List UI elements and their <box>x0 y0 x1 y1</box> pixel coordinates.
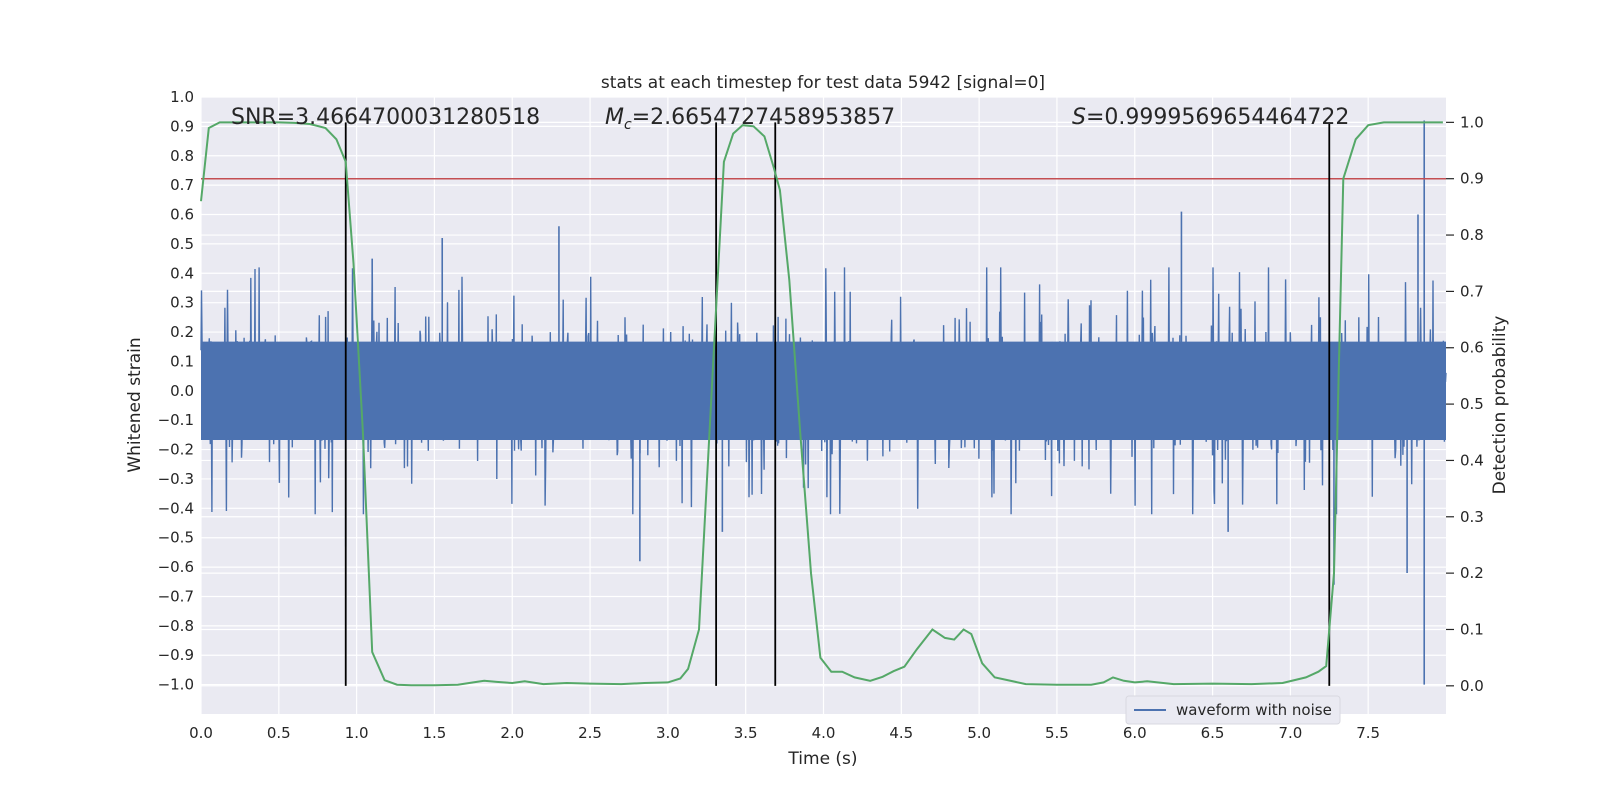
x-tick-label: 3.0 <box>656 724 680 742</box>
x-tick-label: 1.5 <box>423 724 447 742</box>
right-y-tick-label: 0.8 <box>1460 226 1484 244</box>
x-tick-label: 4.5 <box>889 724 913 742</box>
x-axis-label: Time (s) <box>787 749 857 769</box>
x-tick-label: 7.5 <box>1356 724 1380 742</box>
right-y-tick-label: 0.7 <box>1460 282 1484 300</box>
x-tick-label: 7.0 <box>1278 724 1302 742</box>
y-tick-label: 0.0 <box>170 382 194 400</box>
right-y-tick-label: 0.2 <box>1460 564 1484 582</box>
probability-series <box>200 121 1443 687</box>
x-tick-label: 6.5 <box>1201 724 1225 742</box>
mc-value: =2.6654727458953857 <box>632 105 895 130</box>
y-tick-label: −0.9 <box>158 646 194 664</box>
y-tick-label: −0.3 <box>158 470 194 488</box>
right-y-axis-ticks: 1.0 0.9 0.8 0.7 0.6 0.5 0.4 0.3 0.2 0.1 0.0 <box>1446 113 1484 695</box>
y-tick-label: 0.9 <box>170 117 194 135</box>
right-y-tick-label: 1.0 <box>1460 113 1484 131</box>
mc-symbol: M <box>605 105 624 130</box>
s-value: =0.9999569654464722 <box>1086 105 1349 130</box>
y-tick-label: −0.1 <box>158 411 194 429</box>
y-axis-ticks: 1.0 0.9 0.8 0.7 0.6 0.5 0.4 0.3 0.2 0.1 0.0 −0.1 −0.… <box>158 88 194 694</box>
y-tick-label: −0.4 <box>158 499 194 517</box>
chirp-mass-annotation: Mc=2.6654727458953857 <box>605 105 895 133</box>
y-tick-label: 1.0 <box>170 88 194 106</box>
x-axis-ticks: 0.0 0.5 1.0 1.5 2.0 2.5 3.0 3.5 4.0 4.5 5.0 5.5 6.0 6… <box>189 724 1380 742</box>
s-annotation: S=0.9999569654464722 <box>1072 105 1349 130</box>
vertical-markers <box>344 122 1331 686</box>
y-tick-label: 0.5 <box>170 235 194 253</box>
y-tick-label: −0.8 <box>158 617 194 635</box>
y-tick-label: −0.5 <box>158 529 194 547</box>
x-tick-label: 5.0 <box>967 724 991 742</box>
y-tick-label: 0.1 <box>170 352 194 370</box>
y-axis-label: Whitened strain <box>125 337 145 472</box>
right-y-tick-label: 0.6 <box>1460 339 1484 357</box>
waveform-core-band <box>201 341 1446 440</box>
y-tick-label: −0.6 <box>158 558 194 576</box>
right-y-tick-label: 0.4 <box>1460 451 1484 469</box>
x-tick-label: 4.0 <box>812 724 836 742</box>
x-tick-label: 5.5 <box>1045 724 1069 742</box>
x-tick-label: 0.5 <box>267 724 291 742</box>
legend-label-waveform: waveform with noise <box>1176 701 1332 719</box>
waveform-series <box>200 120 1447 685</box>
snr-annotation: SNR=3.4664700031280518 <box>231 105 540 130</box>
y-tick-label: 0.2 <box>170 323 194 341</box>
probability-line <box>200 121 1443 687</box>
mc-subscript: c <box>624 117 632 133</box>
y-tick-label: 0.6 <box>170 206 194 224</box>
y-tick-label: −0.7 <box>158 587 194 605</box>
right-y-tick-label: 0.5 <box>1460 395 1484 413</box>
y-tick-label: 0.3 <box>170 294 194 312</box>
y-tick-label: −1.0 <box>158 676 194 694</box>
legend-box <box>1125 695 1341 725</box>
legend: waveform with noise <box>1125 695 1341 725</box>
y-tick-label: 0.7 <box>170 176 194 194</box>
right-y-tick-label: 0.1 <box>1460 620 1484 638</box>
x-tick-label: 2.0 <box>500 724 524 742</box>
right-y-tick-label: 0.3 <box>1460 508 1484 526</box>
chart-title: stats at each timestep for test data 594… <box>601 73 1045 93</box>
right-y-tick-label: 0.9 <box>1460 170 1484 188</box>
right-y-axis-label: Detection probability <box>1490 316 1510 495</box>
y-tick-label: −0.2 <box>158 441 194 459</box>
x-tick-label: 3.5 <box>734 724 758 742</box>
y-tick-label: 0.4 <box>170 264 194 282</box>
x-tick-label: 2.5 <box>578 724 602 742</box>
x-tick-label: 0.0 <box>189 724 213 742</box>
x-tick-label: 6.0 <box>1123 724 1147 742</box>
right-y-tick-label: 0.0 <box>1460 677 1484 695</box>
s-symbol: S <box>1072 105 1086 130</box>
x-tick-label: 1.0 <box>345 724 369 742</box>
y-tick-label: 0.8 <box>170 147 194 165</box>
